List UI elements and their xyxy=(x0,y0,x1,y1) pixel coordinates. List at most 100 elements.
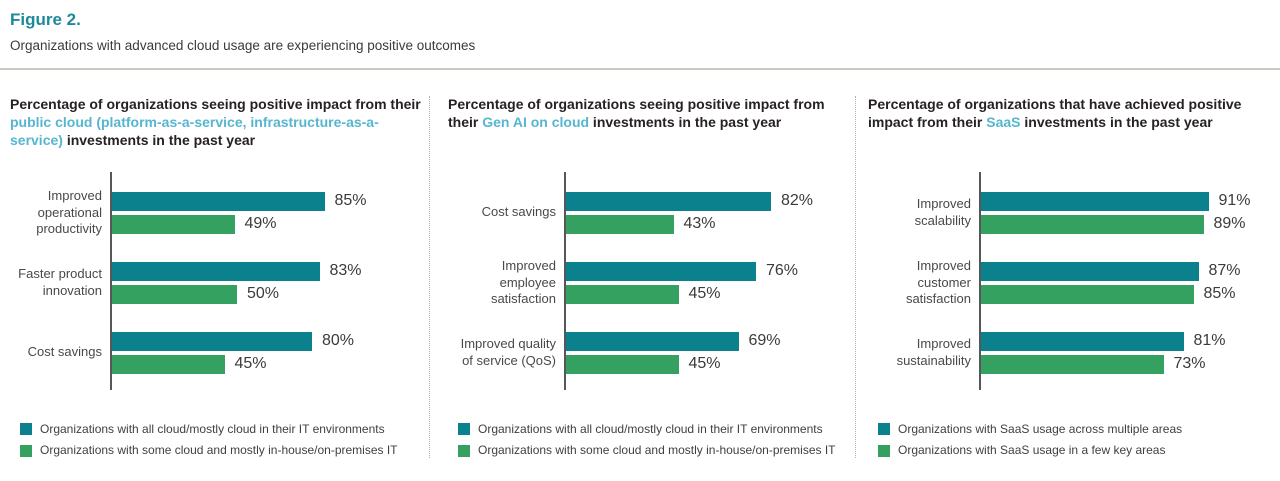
bar-green-series xyxy=(981,214,1204,234)
bar-group: 76% 45% xyxy=(566,261,847,304)
bar-chart: Cost savings Improved employee satisfacti… xyxy=(448,171,847,390)
bar-row: 73% xyxy=(981,354,1272,374)
chart-title-segment: investments in the past year xyxy=(1020,113,1213,130)
bar-teal-series xyxy=(566,261,756,281)
legend-item: Organizations with all cloud/mostly clou… xyxy=(20,422,421,436)
chart-title-segment: investments in the past year xyxy=(589,113,782,130)
bar-value-label: 85% xyxy=(1203,285,1236,303)
legend: Organizations with all cloud/mostly clou… xyxy=(10,422,421,458)
bar-value-label: 76% xyxy=(766,262,799,280)
bar-value-label: 43% xyxy=(683,215,716,233)
bar-group: 83% 50% xyxy=(112,261,421,304)
category-labels-column: Cost savings Improved employee satisfacti… xyxy=(448,172,556,390)
category-labels-column: Improved scalability Improved customer sa… xyxy=(868,172,971,390)
category-label: Improved operational productivity xyxy=(36,187,102,237)
figure-header: Figure 2. Organizations with advanced cl… xyxy=(0,10,1280,55)
bar-green-series xyxy=(566,354,679,374)
legend-swatch-green xyxy=(20,444,32,457)
chart-title-highlight: public cloud (platform-as-a-service, inf… xyxy=(10,113,379,148)
bar-value-label: 83% xyxy=(329,262,362,280)
bar-row: 69% xyxy=(566,331,847,351)
bar-group: 80% 45% xyxy=(112,331,421,374)
bar-row: 87% xyxy=(981,261,1272,281)
bar-value-label: 81% xyxy=(1193,332,1226,350)
category-label: Improved sustainability xyxy=(896,336,971,368)
bar-teal-series xyxy=(981,331,1184,351)
chart-title-segment: Percentage of organizations seeing posit… xyxy=(10,95,421,112)
chart-title-segment: Percentage of organizations seeing posit… xyxy=(448,95,825,130)
bar-group: 85% 49% xyxy=(112,191,421,234)
legend-item: Organizations with some cloud and mostly… xyxy=(458,443,847,457)
plot-area: 82% 43% 76% 45% 69% 45% xyxy=(564,171,847,390)
category-label: Cost savings xyxy=(481,204,556,220)
bar-chart: Improved operational productivity Faster … xyxy=(10,171,421,390)
bar-value-label: 73% xyxy=(1173,355,1206,373)
bar-row: 81% xyxy=(981,331,1272,351)
bar-green-series xyxy=(112,214,235,234)
bar-value-label: 45% xyxy=(234,355,267,373)
legend-item: Organizations with some cloud and mostly… xyxy=(20,443,421,457)
bar-green-series xyxy=(981,284,1194,304)
category-label: Improved employee satisfaction xyxy=(490,257,556,307)
bar-row: 49% xyxy=(112,214,421,234)
plot-area: 85% 49% 83% 50% 80% 45% xyxy=(110,171,421,390)
legend-swatch-green xyxy=(458,444,470,457)
legend-item: Organizations with all cloud/mostly clou… xyxy=(458,422,847,436)
legend-label: Organizations with some cloud and mostly… xyxy=(40,443,398,458)
top-divider xyxy=(0,67,1280,70)
plot-area: 91% 89% 87% 85% 81% 73% xyxy=(979,171,1272,390)
bar-row: 85% xyxy=(112,191,421,211)
bar-teal-series xyxy=(566,331,739,351)
figure-2-page: Figure 2. Organizations with advanced cl… xyxy=(0,10,1280,458)
bar-row: 50% xyxy=(112,284,421,304)
bar-row: 80% xyxy=(112,331,421,351)
category-label: Faster product innovation xyxy=(18,266,102,298)
chart-panel-3: Percentage of organizations that have ac… xyxy=(856,96,1280,458)
chart-title-segment: Percentage of organizations that have ac… xyxy=(868,95,1242,130)
bar-chart: Improved scalability Improved customer sa… xyxy=(868,171,1272,390)
category-labels-column: Improved operational productivity Faster … xyxy=(10,172,102,390)
bar-value-label: 82% xyxy=(781,192,814,210)
category-label: Improved quality of service (QoS) xyxy=(460,336,556,368)
bar-group: 82% 43% xyxy=(566,191,847,234)
bar-teal-series xyxy=(112,331,312,351)
bar-group: 87% 85% xyxy=(981,261,1272,304)
chart-title: Percentage of organizations seeing posit… xyxy=(448,96,847,162)
bar-value-label: 49% xyxy=(244,215,277,233)
bar-teal-series xyxy=(566,191,771,211)
bar-value-label: 91% xyxy=(1218,192,1251,210)
bar-row: 45% xyxy=(566,284,847,304)
legend-label: Organizations with SaaS usage across mul… xyxy=(898,421,1183,436)
legend-label: Organizations with SaaS usage in a few k… xyxy=(898,443,1166,458)
chart-title-highlight: SaaS xyxy=(986,113,1021,130)
bar-teal-series xyxy=(112,191,325,211)
bar-green-series xyxy=(112,354,225,374)
category-label: Cost savings xyxy=(27,344,102,360)
bar-group: 91% 89% xyxy=(981,191,1272,234)
legend-label: Organizations with all cloud/mostly clou… xyxy=(40,421,385,436)
bar-value-label: 50% xyxy=(247,285,280,303)
chart-title: Percentage of organizations that have ac… xyxy=(868,96,1272,162)
bar-row: 83% xyxy=(112,261,421,281)
bar-row: 43% xyxy=(566,214,847,234)
category-label: Improved customer satisfaction xyxy=(905,257,971,307)
bar-value-label: 45% xyxy=(688,355,721,373)
bar-group: 69% 45% xyxy=(566,331,847,374)
chart-panel-1: Percentage of organizations seeing posit… xyxy=(0,95,430,458)
legend: Organizations with SaaS usage across mul… xyxy=(868,422,1272,458)
bar-value-label: 69% xyxy=(748,332,781,350)
legend-label: Organizations with some cloud and mostly… xyxy=(478,443,836,458)
bar-value-label: 45% xyxy=(688,285,721,303)
charts-row: Percentage of organizations seeing posit… xyxy=(0,70,1280,458)
bar-row: 91% xyxy=(981,191,1272,211)
bar-value-label: 87% xyxy=(1208,262,1241,280)
bar-value-label: 85% xyxy=(334,192,367,210)
bar-teal-series xyxy=(981,191,1209,211)
chart-title-highlight: Gen AI on cloud xyxy=(482,113,590,130)
bar-row: 85% xyxy=(981,284,1272,304)
bar-row: 76% xyxy=(566,261,847,281)
figure-subtitle: Organizations with advanced cloud usage … xyxy=(10,38,476,54)
chart-title-segment: investments in the past year xyxy=(62,131,256,148)
legend-label: Organizations with all cloud/mostly clou… xyxy=(478,421,823,436)
bar-teal-series xyxy=(981,261,1199,281)
